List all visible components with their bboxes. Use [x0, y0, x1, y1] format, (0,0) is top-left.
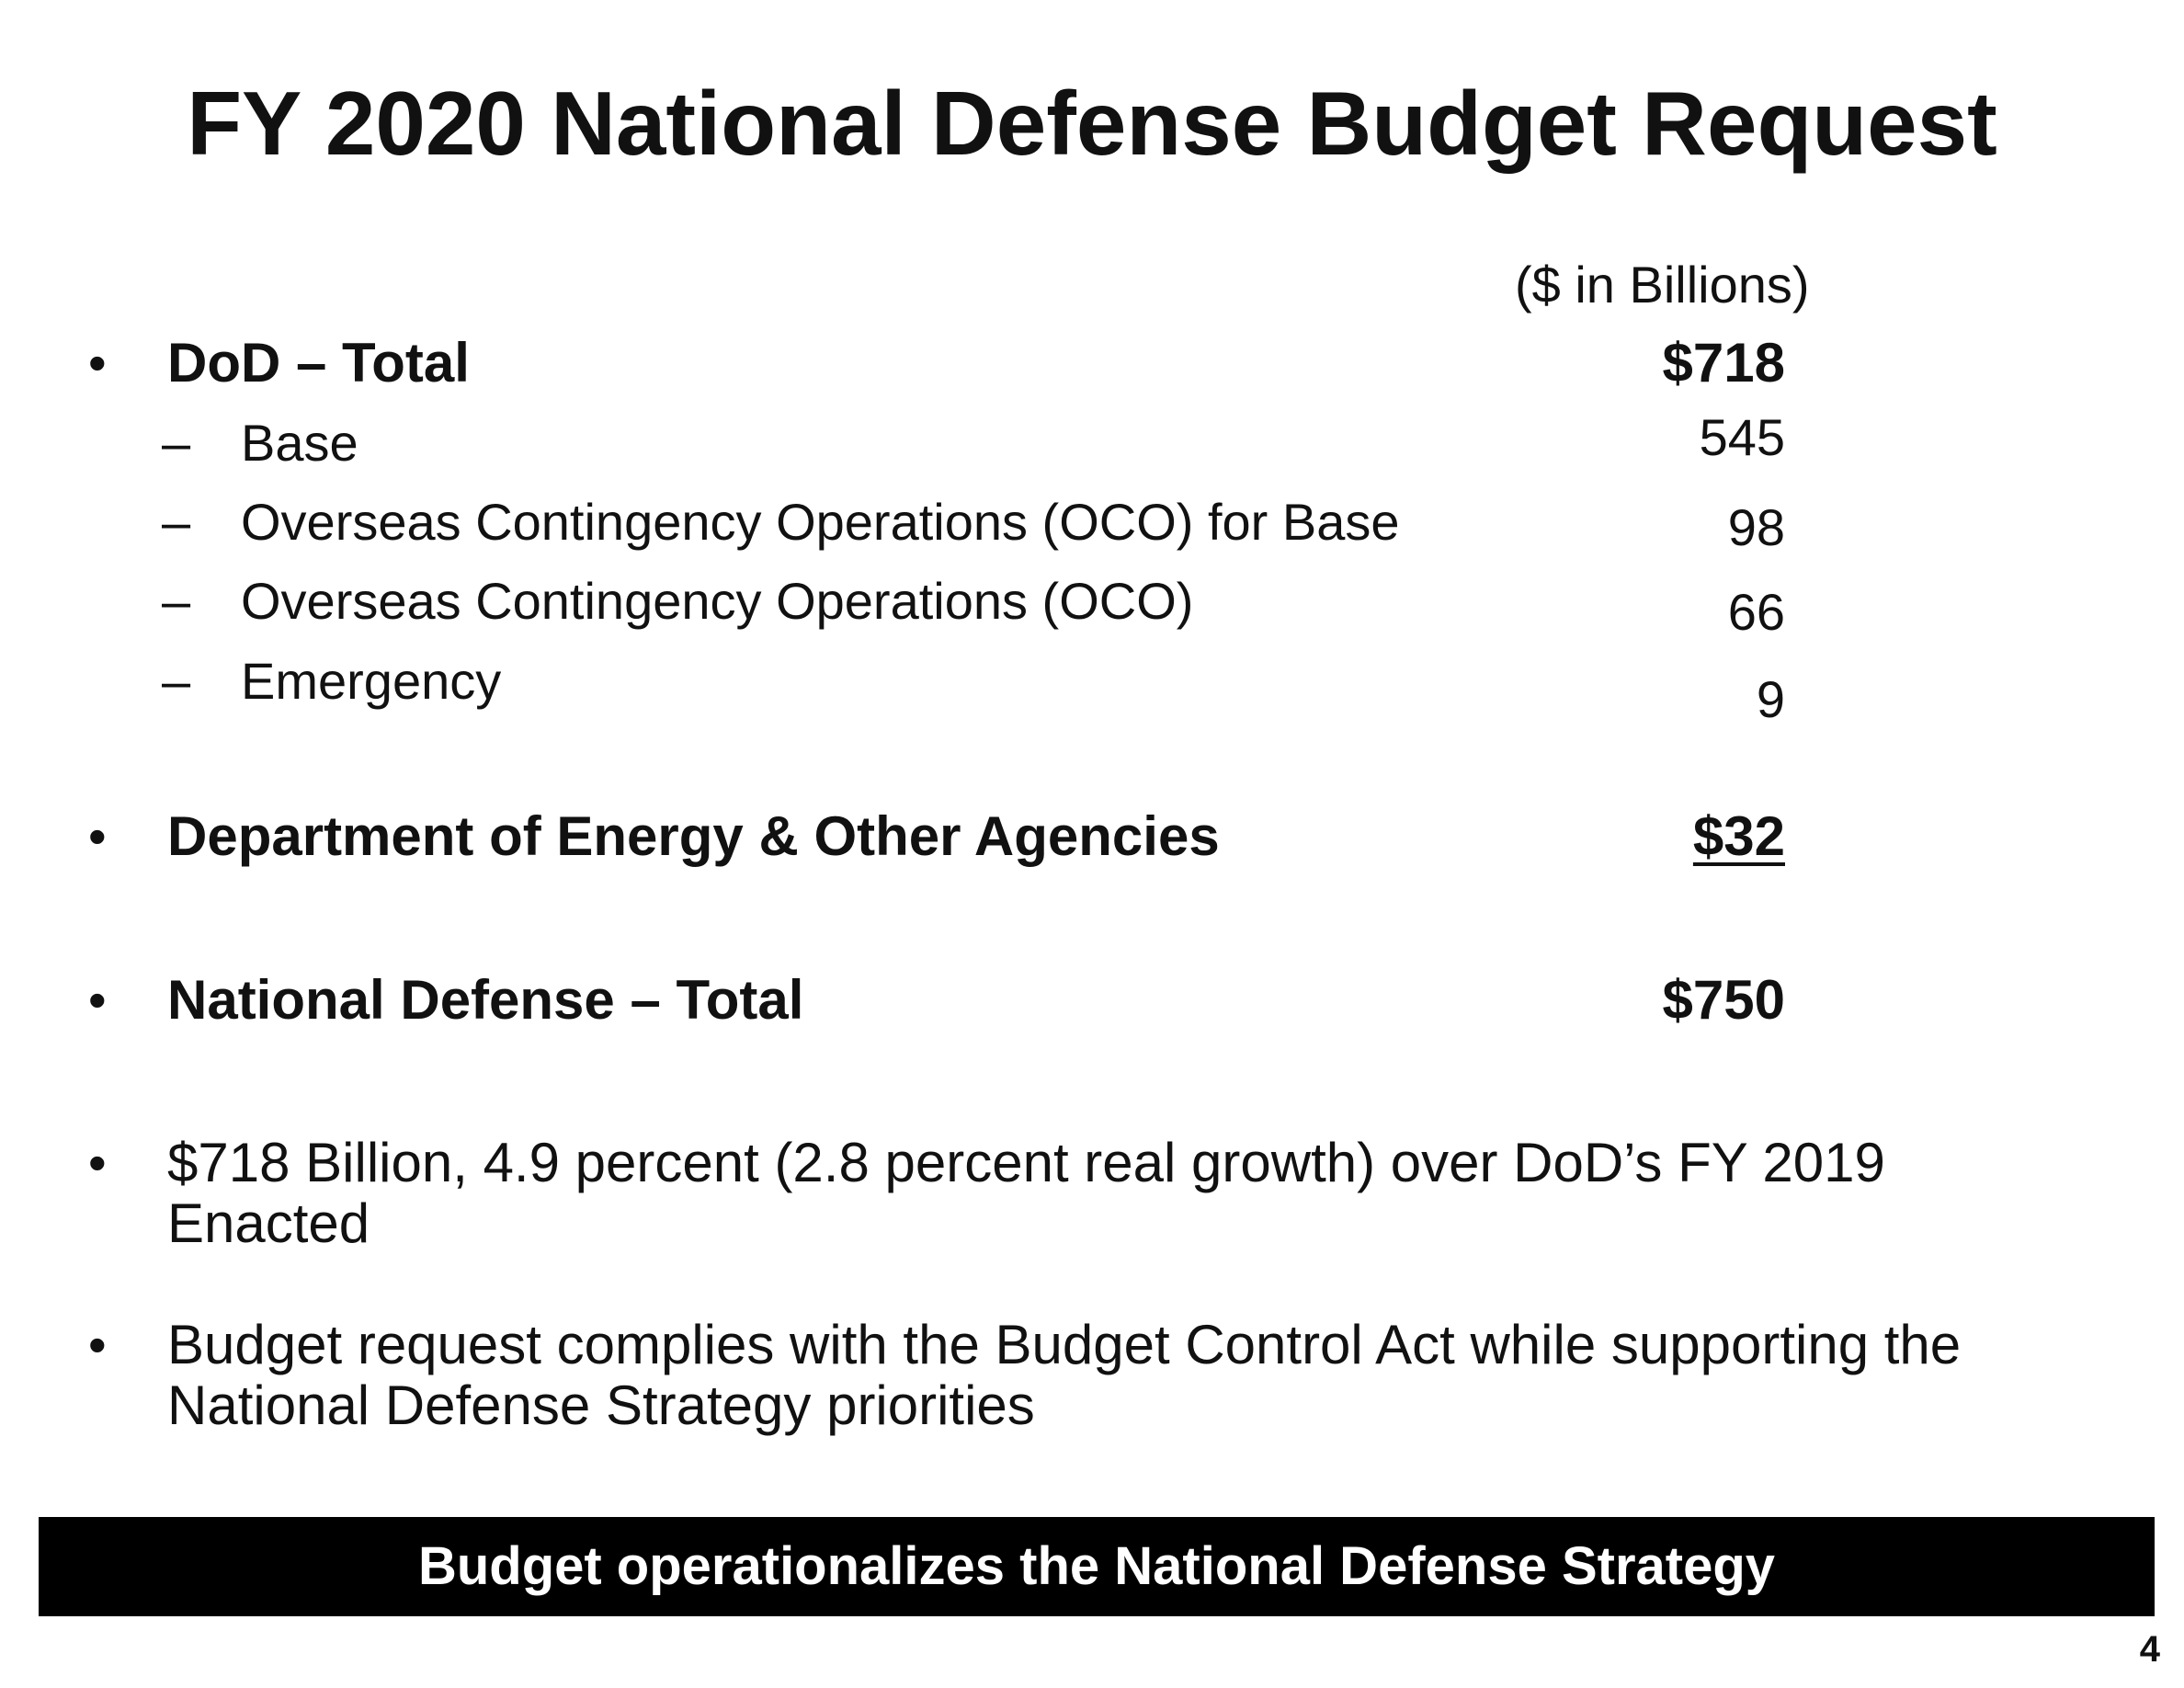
note-text: Budget request complies with the Budget … — [167, 1314, 1962, 1436]
dod-item-base-row: – Base 545 — [0, 408, 2184, 476]
units-label: ($ in Billions) — [1515, 256, 1810, 314]
dash: – — [162, 493, 191, 551]
dod-total-label: DoD – Total — [167, 332, 470, 393]
dash: – — [162, 572, 191, 630]
doe-row: • Department of Energy & Other Agencies … — [0, 804, 2184, 870]
bullet: • — [88, 807, 107, 865]
slide-title: FY 2020 National Defense Budget Request — [187, 73, 1997, 174]
dod-item-oco-base-row: – Overseas Contingency Operations (OCO) … — [0, 489, 2184, 556]
dod-item-label: Overseas Contingency Operations (OCO) — [241, 572, 1194, 630]
dash: – — [162, 414, 191, 472]
dod-total-value: $718 — [1662, 332, 1785, 393]
dod-item-value: 66 — [1727, 583, 1785, 641]
dod-item-value: 98 — [1727, 498, 1785, 556]
bullet: • — [88, 1134, 107, 1192]
national-total-row: • National Defense – Total $750 — [0, 967, 2184, 1033]
national-total-label: National Defense – Total — [167, 969, 804, 1031]
dod-item-emergency-row: – Emergency 9 — [0, 648, 2184, 728]
bullet: • — [88, 971, 107, 1029]
national-total-value: $750 — [1662, 969, 1785, 1031]
doe-value: $32 — [1692, 805, 1785, 867]
bottom-banner: Budget operationalizes the National Defe… — [39, 1517, 2155, 1616]
dod-item-oco-row: – Overseas Contingency Operations (OCO) … — [0, 568, 2184, 641]
bullet: • — [88, 1316, 107, 1374]
doe-label: Department of Energy & Other Agencies — [167, 805, 1220, 867]
dod-item-value: 9 — [1756, 670, 1785, 728]
dash: – — [162, 652, 191, 710]
dod-item-value: 545 — [1699, 408, 1785, 466]
dod-item-label: Overseas Contingency Operations (OCO) fo… — [241, 493, 1400, 551]
note-text: $718 Billion, 4.9 percent (2.8 percent r… — [167, 1132, 1885, 1254]
dod-item-label: Base — [241, 414, 358, 472]
dod-total-row: • DoD – Total $718 — [0, 330, 2184, 396]
page-number: 4 — [2139, 1629, 2160, 1670]
bullet: • — [88, 334, 107, 392]
dod-item-label: Emergency — [241, 652, 502, 710]
